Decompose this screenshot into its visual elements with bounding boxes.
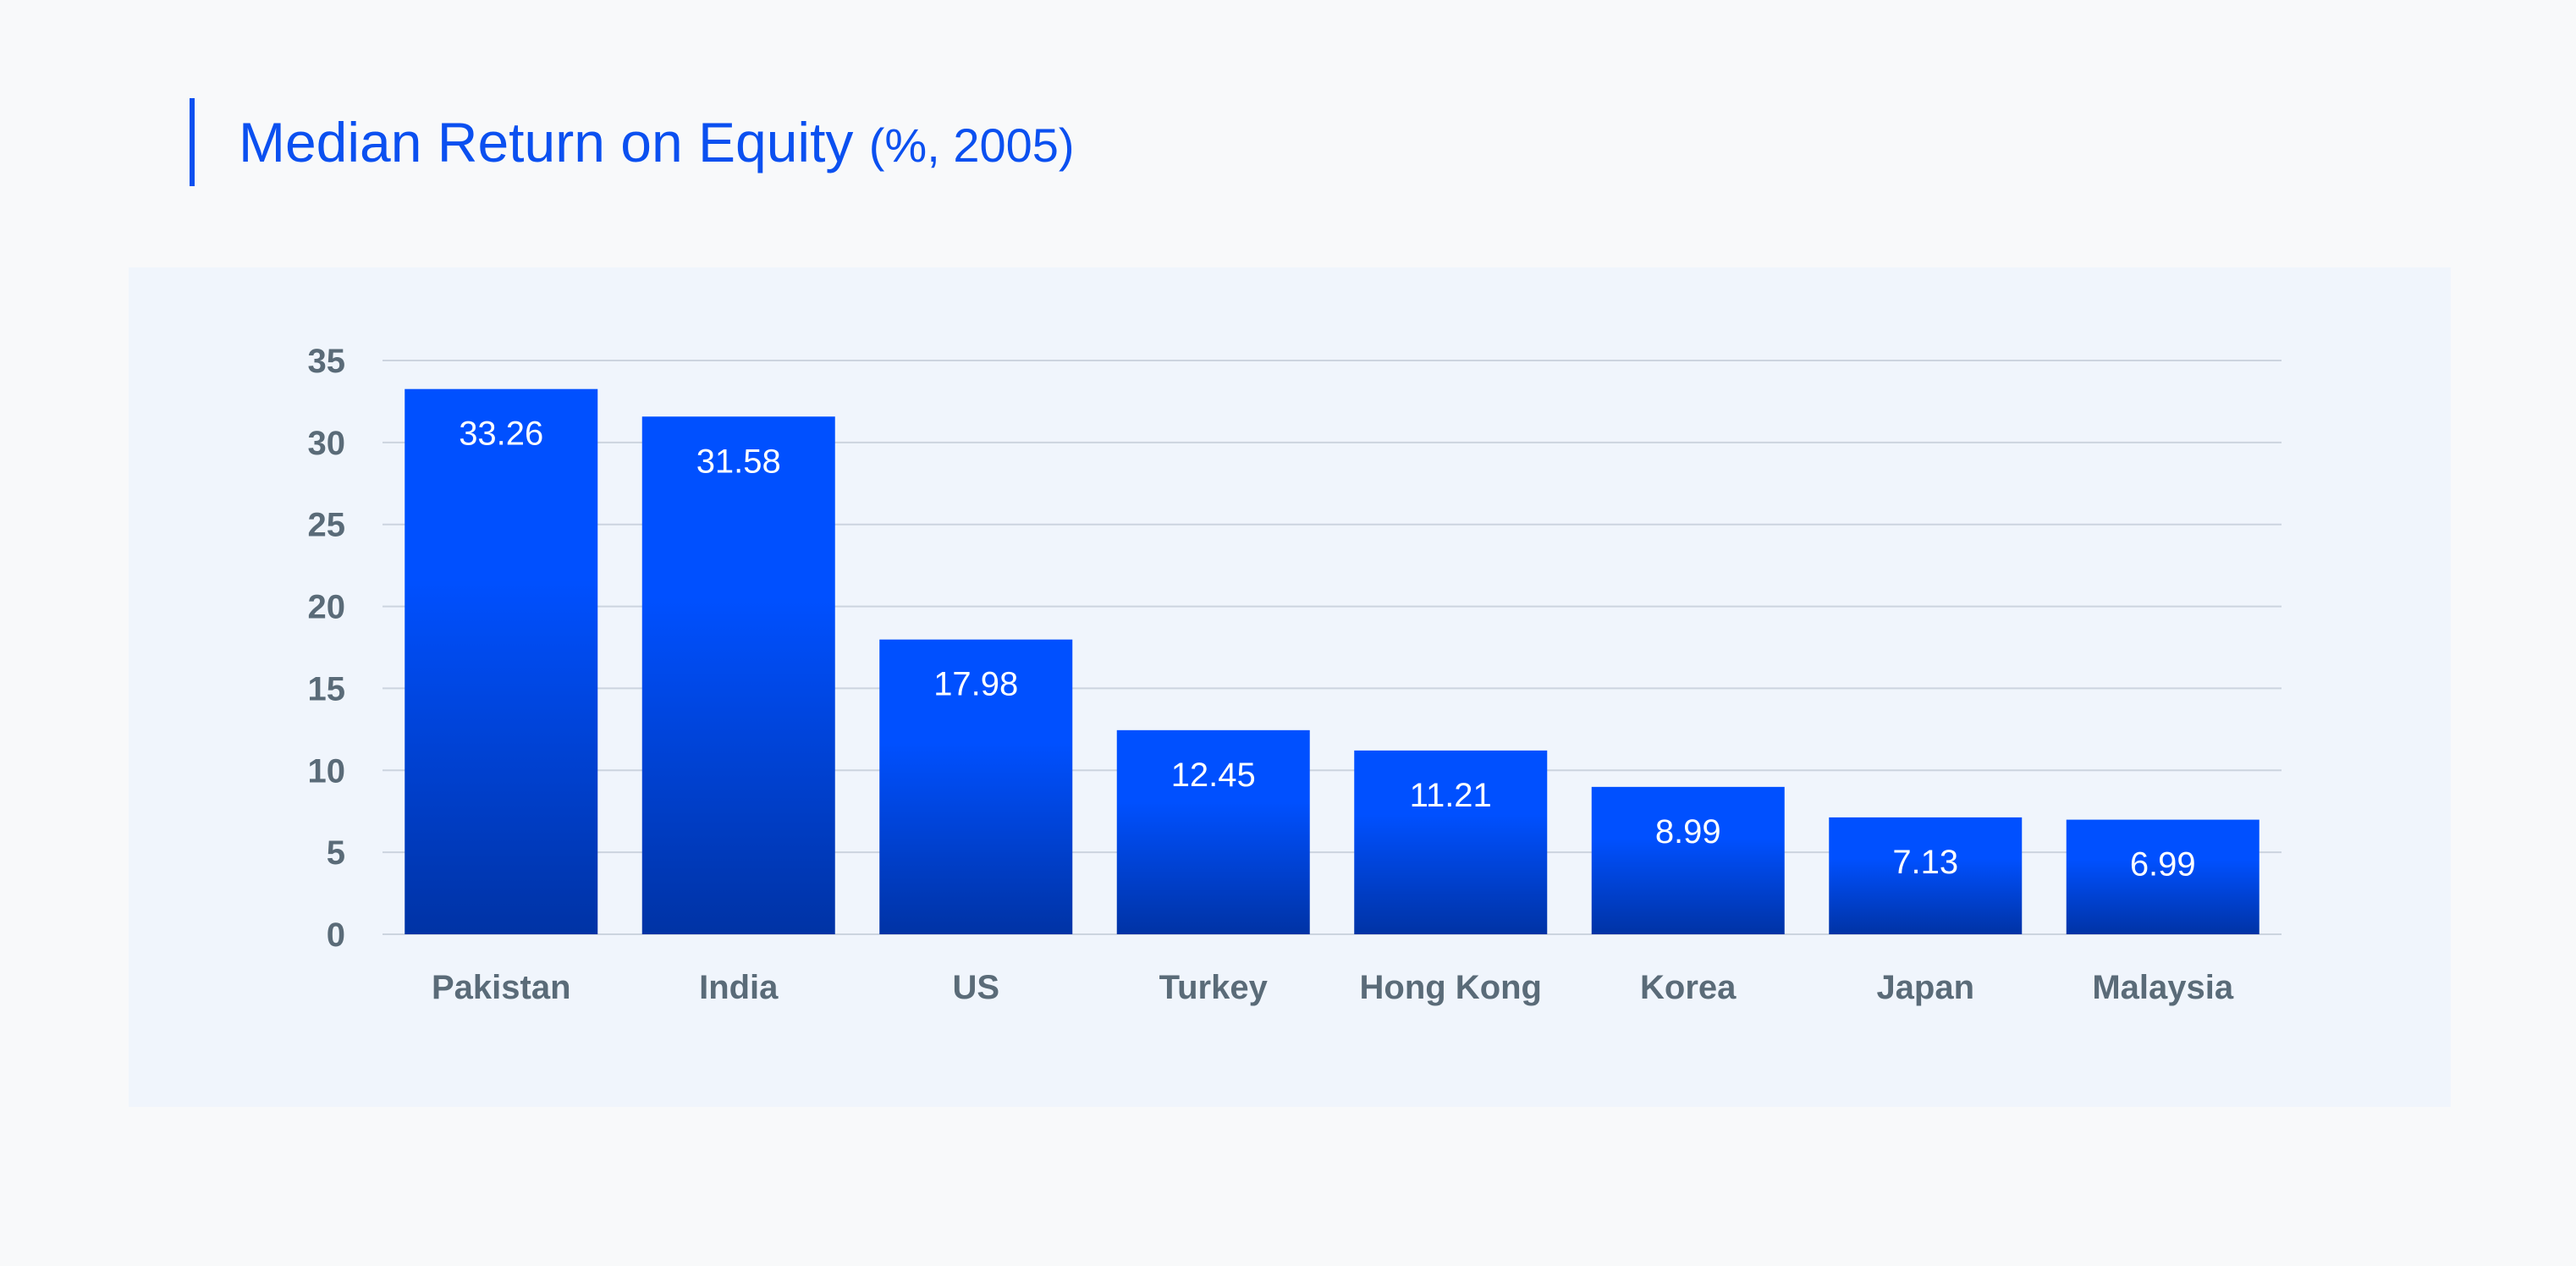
y-tick-label: 25 (308, 507, 346, 544)
chart-title: Median Return on Equity (%, 2005) (239, 110, 1075, 174)
x-tick-label: US (952, 969, 999, 1006)
y-tick-label: 15 (308, 670, 346, 707)
bar-india (641, 416, 835, 935)
bar-malaysia (2066, 819, 2260, 934)
bar-japan (1829, 817, 2023, 934)
data-label: 7.13 (1892, 844, 1958, 881)
data-label: 12.45 (1171, 757, 1256, 794)
y-tick-label: 10 (308, 752, 346, 790)
x-tick-label: Pakistan (432, 969, 571, 1006)
x-tick-label: Turkey (1159, 969, 1269, 1006)
labels: 0 5 10 15 20 25 30 35 33.26 Pakistan 31.58 India 17.… (308, 343, 2234, 1006)
data-label: 17.98 (933, 666, 1018, 703)
title-accent-bar (190, 98, 195, 186)
x-tick-label: Japan (1876, 969, 1974, 1006)
x-tick-label: Korea (1640, 969, 1737, 1006)
bar-korea (1591, 786, 1785, 934)
bars (405, 388, 2260, 935)
data-label: 31.58 (696, 443, 781, 480)
y-tick-label: 5 (327, 834, 345, 872)
bar-hong-kong (1354, 750, 1548, 934)
data-label: 11.21 (1410, 777, 1492, 814)
data-label: 6.99 (2130, 846, 2196, 883)
bar-turkey (1116, 729, 1310, 934)
chart-header: Median Return on Equity (%, 2005) (190, 98, 1075, 186)
x-tick-label: Hong Kong (1360, 969, 1543, 1006)
y-tick-label: 0 (327, 916, 345, 954)
chart-title-sub: (%, 2005) (868, 118, 1075, 172)
data-label: 33.26 (459, 416, 543, 453)
data-label: 8.99 (1655, 813, 1721, 850)
bar-us (879, 639, 1073, 934)
bar-pakistan (405, 388, 598, 934)
x-tick-label: Malaysia (2092, 969, 2234, 1006)
y-tick-label: 30 (308, 425, 346, 462)
y-tick-label: 35 (308, 343, 346, 380)
y-tick-label: 20 (308, 589, 346, 626)
x-tick-label: India (699, 969, 779, 1006)
chart-title-main: Median Return on Equity (239, 111, 854, 173)
